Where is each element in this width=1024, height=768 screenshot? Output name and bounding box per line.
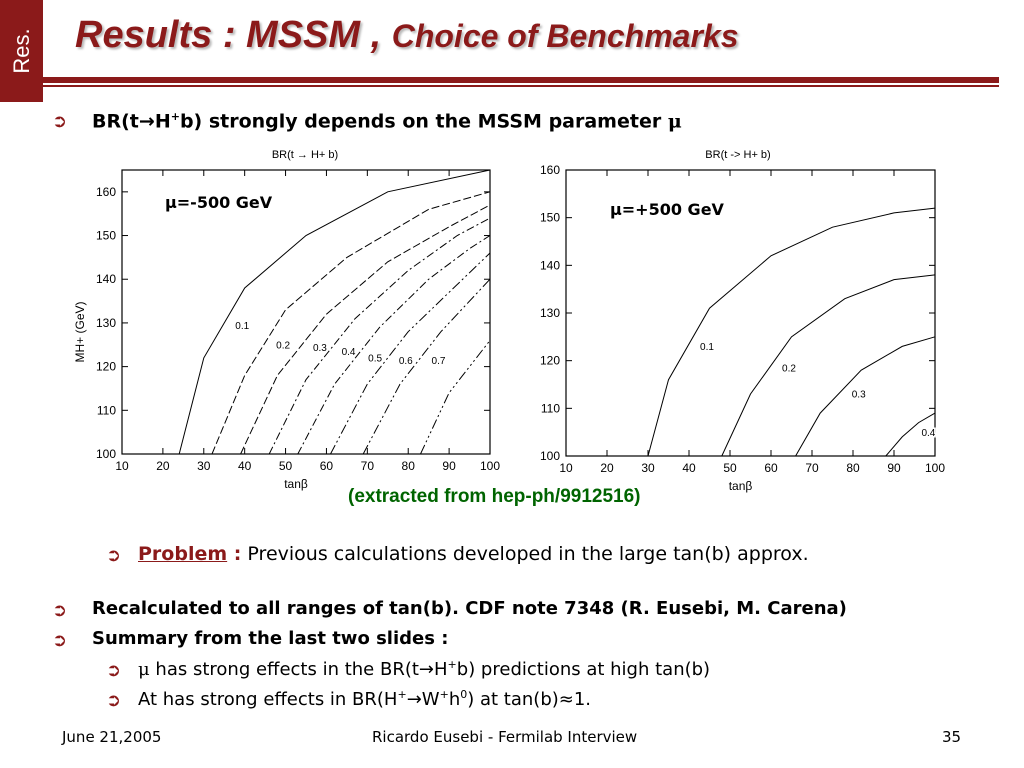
- series-label: 0.3: [852, 390, 866, 401]
- series-line: [885, 412, 936, 457]
- footer-author: Ricardo Eusebi - Fermilab Interview: [372, 728, 638, 746]
- bullet-summary: Summary from the last two slides :: [92, 628, 449, 649]
- series-line: [362, 278, 491, 455]
- series-label: 0.4: [921, 428, 935, 439]
- y-tick-label: 100: [540, 449, 560, 463]
- y-tick-label: 110: [541, 401, 560, 415]
- x-tick-label: 100: [480, 459, 500, 473]
- section-tab: Res.: [0, 0, 43, 102]
- x-tick-label: 10: [559, 461, 573, 475]
- series-label: 0.1: [700, 342, 714, 353]
- bullet-recalculated: Recalculated to all ranges of tan(b). CD…: [92, 598, 847, 619]
- series-label: 0.4: [342, 347, 356, 358]
- series-line: [647, 207, 936, 457]
- series-label: 0.2: [782, 363, 796, 374]
- x-tick-label: 80: [402, 459, 416, 473]
- sub-bullet-arrow-icon: ➲: [106, 660, 122, 681]
- chart-mu-minus: BR(t → H+ b) 10 20 30 40 50 60 70 80 90 100 100 110 1…: [73, 149, 500, 491]
- bullet-arrow-icon: ➲: [52, 111, 68, 132]
- y-tick-label: 150: [96, 229, 116, 243]
- section-tab-label: Res.: [8, 28, 34, 74]
- footer-page-number: 35: [942, 728, 962, 746]
- y-tick-label: 100: [96, 447, 116, 461]
- series-label: 0.5: [368, 354, 382, 365]
- x-axis-label: tanβ: [729, 479, 753, 493]
- y-tick-label: 120: [540, 354, 560, 368]
- y-tick-label: 140: [96, 272, 116, 286]
- sub-bullet-mu-effects: μ has strong effects in the BR(t→H+b) pr…: [138, 658, 711, 680]
- slide-title-main: Results : MSSM ,: [75, 14, 392, 56]
- title-rule: [43, 77, 999, 83]
- footer-date: June 21,2005: [62, 728, 162, 746]
- series-line: [268, 217, 491, 455]
- problem-label: Problem: [138, 543, 228, 565]
- chart-mu-minus-annotation: μ=-500 GeV: [165, 193, 273, 212]
- x-tick-label: 100: [925, 461, 945, 475]
- x-tick-label: 90: [887, 461, 901, 475]
- plot-frame: [121, 169, 491, 455]
- bullet-arrow-icon: ➲: [52, 600, 68, 621]
- bullet-arrow-icon: ➲: [52, 630, 68, 651]
- series-line: [178, 169, 491, 455]
- chart-mu-plus-annotation: μ=+500 GeV: [610, 200, 724, 219]
- slide-title: Results : MSSM , Choice of Benchmarks: [75, 14, 738, 57]
- x-tick-label: 70: [361, 459, 375, 473]
- x-tick-label: 60: [764, 461, 778, 475]
- y-tick-label: 120: [96, 360, 116, 374]
- y-tick-label: 160: [540, 163, 560, 177]
- y-tick-label: 110: [97, 403, 116, 417]
- x-tick-label: 60: [320, 459, 334, 473]
- y-tick-label: 150: [540, 211, 560, 225]
- sub-bullet-arrow-icon: ➲: [106, 690, 122, 711]
- problem-bullet: Problem : Previous calculations develope…: [138, 543, 809, 565]
- sub-bullet-at-effects: At has strong effects in BR(H+→W+h0) at …: [138, 688, 592, 710]
- series-line: [240, 204, 491, 455]
- x-tick-label: 40: [238, 459, 252, 473]
- chart-mu-plus: BR(t -> H+ b) 10 20 30 40 50 60 70 80 90 100 100 110…: [540, 149, 945, 493]
- x-tick-label: 30: [641, 461, 655, 475]
- x-tick-label: 30: [197, 459, 211, 473]
- series-label: 0.3: [313, 343, 327, 354]
- title-rule-thin: [43, 85, 999, 87]
- chart-title: BR(t -> H+ b): [705, 149, 770, 161]
- x-axis-label: tanβ: [284, 477, 308, 491]
- series-label: 0.7: [432, 356, 446, 367]
- chart-title: BR(t → H+ b): [272, 149, 338, 161]
- y-axis-label: MH+ (GeV): [73, 301, 87, 362]
- series-line: [330, 252, 491, 455]
- slide-title-sub: Choice of Benchmarks: [391, 18, 739, 54]
- sub-bullet-arrow-icon: ➲: [106, 545, 122, 566]
- series-line: [297, 235, 491, 455]
- x-tick-label: 40: [682, 461, 696, 475]
- y-tick-label: 140: [540, 258, 560, 272]
- y-tick-label: 130: [96, 316, 116, 330]
- x-tick-label: 50: [279, 459, 293, 473]
- series-label: 0.2: [276, 341, 290, 352]
- series-line: [721, 274, 936, 457]
- series-line: [795, 336, 936, 457]
- series-line: [211, 191, 491, 455]
- y-tick-label: 160: [96, 185, 116, 199]
- x-tick-label: 20: [600, 461, 614, 475]
- x-tick-label: 80: [846, 461, 860, 475]
- x-tick-label: 10: [115, 459, 129, 473]
- x-tick-label: 50: [723, 461, 737, 475]
- bullet-br-dependence: BR(t→H+b) strongly depends on the MSSM p…: [92, 110, 682, 133]
- x-tick-label: 90: [442, 459, 456, 473]
- x-tick-label: 20: [156, 459, 170, 473]
- series-label: 0.1: [235, 321, 249, 332]
- y-tick-label: 130: [540, 306, 560, 320]
- source-caption: (extracted from hep-ph/9912516): [348, 486, 641, 507]
- x-tick-label: 70: [805, 461, 819, 475]
- series-label: 0.6: [399, 356, 413, 367]
